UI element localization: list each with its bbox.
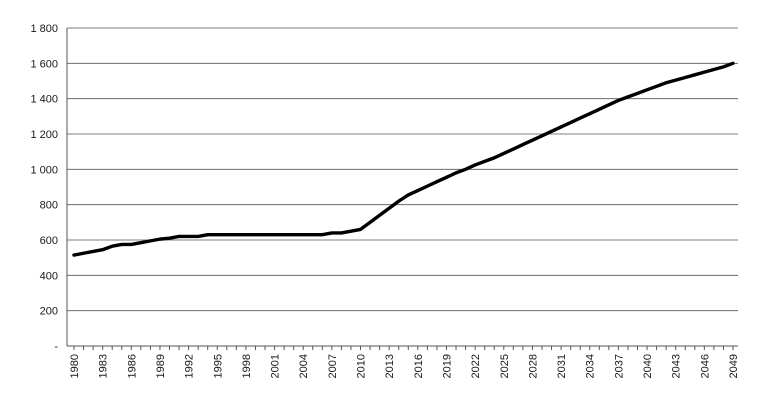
x-tick-label: 2043 xyxy=(671,354,683,378)
y-tick-label: 800 xyxy=(40,200,58,212)
x-tick-label: 2040 xyxy=(642,354,654,378)
y-tick-label: 1 200 xyxy=(30,129,58,141)
x-tick-label: 2004 xyxy=(298,354,310,378)
x-tick-label: 2001 xyxy=(270,354,282,378)
x-tick-label: 2007 xyxy=(327,354,339,378)
y-tick-label: 600 xyxy=(40,235,58,247)
x-tick-label: 2022 xyxy=(470,354,482,378)
y-tick-label: 1 600 xyxy=(30,58,58,70)
x-tick-label: 2025 xyxy=(499,354,511,378)
y-tick-label: 1 400 xyxy=(30,94,58,106)
x-tick-label: 1983 xyxy=(98,354,110,378)
x-tick-label: 2031 xyxy=(556,354,568,378)
y-tick-label: 400 xyxy=(40,270,58,282)
y-tick-label: 1 800 xyxy=(30,23,58,35)
x-tick-label: 1998 xyxy=(241,354,253,378)
x-tick-label: 2046 xyxy=(699,354,711,378)
x-tick-label: 2037 xyxy=(613,354,625,378)
series-group xyxy=(72,61,735,257)
y-axis-tick-labels: - 200 400 600 800 1 000 1 200 1 400 1 600 1 800 xyxy=(30,23,58,353)
x-tick-label: 1992 xyxy=(184,354,196,378)
gridlines xyxy=(67,27,738,312)
x-axis-tick-labels: 1980 1983 1986 1989 1992 1995 1998 2001 2004 2007… xyxy=(69,354,740,378)
x-tick-label: 2016 xyxy=(413,354,425,378)
y-tick-label: 200 xyxy=(40,306,58,318)
x-tick-label: 2019 xyxy=(441,354,453,378)
x-tick-label: 2013 xyxy=(384,354,396,378)
x-tick-label: 2049 xyxy=(728,354,740,378)
y-tick-label: 1 000 xyxy=(30,164,58,176)
x-tick-label: 2010 xyxy=(356,354,368,378)
x-tick-label: 1995 xyxy=(212,354,224,378)
x-tick-label: 1980 xyxy=(69,354,81,378)
x-axis xyxy=(66,28,738,350)
x-tick-label: 1986 xyxy=(126,354,138,378)
y-tick-label: - xyxy=(54,341,58,353)
x-tick-label: 2034 xyxy=(585,354,597,378)
x-tick-label: 2028 xyxy=(527,354,539,378)
x-tick-label: 1989 xyxy=(155,354,167,378)
series-line-0 xyxy=(72,61,735,257)
